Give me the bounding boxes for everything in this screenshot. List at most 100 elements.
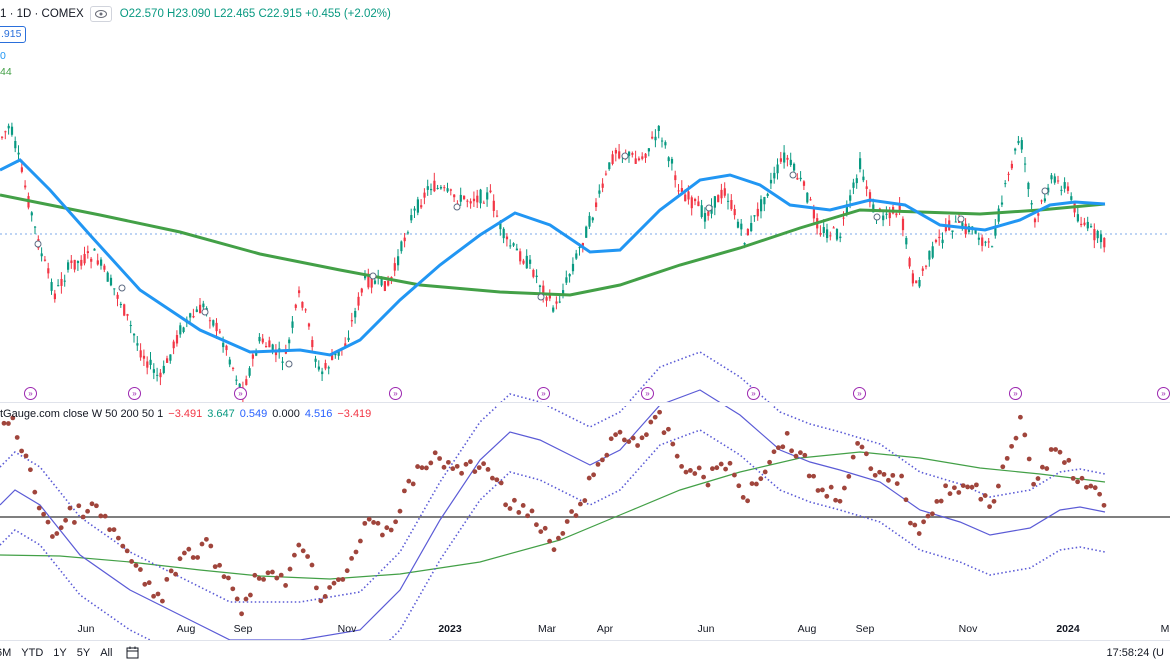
indicator-dot <box>437 456 442 461</box>
candle-body <box>364 274 367 279</box>
dividend-event-icon[interactable]: » <box>389 387 402 400</box>
candle-body <box>166 358 169 363</box>
range-6m-button[interactable]: 6M <box>0 646 12 659</box>
dividend-event-icon[interactable]: » <box>537 387 550 400</box>
candle-body <box>400 241 403 252</box>
candle-body <box>314 358 317 362</box>
indicator-dot <box>1070 475 1076 481</box>
symbol-title[interactable]: 1 · 1D · COMEX <box>0 8 84 20</box>
indicator-ma50-line <box>0 389 1106 640</box>
candle-body <box>129 325 132 327</box>
indicator-dot <box>1026 456 1032 462</box>
indicator-dot <box>556 535 561 541</box>
dividend-event-icon[interactable]: » <box>234 387 247 400</box>
indicator-dot <box>10 415 16 421</box>
indicator-dot <box>864 451 869 457</box>
indicator-dot <box>1092 485 1098 491</box>
candle-body <box>670 158 674 164</box>
candle-body <box>218 331 221 333</box>
candle-body <box>146 361 149 368</box>
range-5y-button[interactable]: 5Y <box>76 646 91 659</box>
candle-body <box>24 185 27 188</box>
candle-body <box>350 320 353 322</box>
indicator-dot <box>182 550 187 556</box>
dividend-event-icon[interactable]: » <box>1157 387 1170 400</box>
candle-body <box>1086 221 1089 229</box>
candle-body <box>769 179 773 184</box>
chart-canvas[interactable] <box>0 0 1170 640</box>
indicator-dot <box>195 555 201 560</box>
candle-body <box>548 293 551 299</box>
indicator-dot <box>362 520 368 526</box>
candle-body <box>763 197 766 205</box>
dividend-event-icon[interactable]: » <box>747 387 760 400</box>
dividend-event-icon[interactable]: » <box>128 387 141 400</box>
indicator-dot <box>155 591 161 597</box>
candle-body <box>486 192 489 200</box>
candle-body <box>997 208 1000 222</box>
candle-body <box>1090 226 1093 228</box>
indicator-dot <box>1048 447 1054 452</box>
calendar-icon[interactable] <box>126 646 139 659</box>
candle-body <box>512 243 515 246</box>
candle-body <box>562 290 565 295</box>
candle-body <box>235 379 238 381</box>
indicator-dot <box>648 419 654 425</box>
candle-body <box>301 301 304 308</box>
indicator-name[interactable]: tGauge.com close W 50 200 50 1 <box>0 408 164 420</box>
candle-body <box>888 212 891 219</box>
eye-icon[interactable] <box>89 6 112 22</box>
indicator-dot <box>564 519 570 524</box>
indicator-dot <box>107 527 112 533</box>
indicator-dot <box>208 543 214 549</box>
event-dot <box>201 308 209 316</box>
range-all-button[interactable]: All <box>100 646 113 659</box>
candle-body <box>535 275 538 278</box>
indicator-dot <box>160 598 165 604</box>
indicator-dot <box>701 474 706 480</box>
indicator-dot <box>1053 447 1058 452</box>
dividend-event-icon[interactable]: » <box>1009 387 1022 400</box>
candle-body <box>608 162 611 170</box>
indicator-dot <box>76 503 82 509</box>
indicator-dot <box>586 475 592 481</box>
candle-body <box>100 259 103 266</box>
candle-body <box>921 268 924 271</box>
indicator-dot <box>490 475 495 481</box>
indicator-dot <box>199 541 205 547</box>
candle-body <box>17 152 20 155</box>
indicator-dot <box>454 463 460 469</box>
dividend-event-icon[interactable]: » <box>853 387 866 400</box>
ma200-line <box>0 193 1106 297</box>
candle-body <box>538 285 542 287</box>
candle-body <box>212 320 215 326</box>
indicator-dot <box>608 436 614 442</box>
dividend-event-icon[interactable]: » <box>24 387 37 400</box>
candle-body <box>773 172 776 179</box>
indicator-upper-band <box>0 351 1106 603</box>
indicator-dot <box>802 452 808 458</box>
indicator-dot <box>89 501 95 507</box>
pane-separator[interactable] <box>0 402 1170 403</box>
indicator-dot <box>877 469 882 475</box>
candle-body <box>1099 234 1103 243</box>
dividend-event-icon[interactable]: » <box>641 387 654 400</box>
indicator-ma200-line <box>0 451 1106 580</box>
indicator-dot <box>129 559 135 564</box>
indicator-dot <box>925 513 931 519</box>
indicator-dots <box>1 409 1107 617</box>
candle-body <box>1030 203 1033 205</box>
candle-body <box>463 195 466 200</box>
indicator-dot <box>164 576 170 582</box>
candle-body <box>918 279 921 287</box>
indicator-dot <box>1044 466 1050 471</box>
candle-body <box>601 183 604 188</box>
axis-label: Nov <box>958 623 978 635</box>
event-dot <box>957 215 965 223</box>
event-dot <box>285 360 293 368</box>
ma50-value: 0 <box>0 50 6 62</box>
range-1y-button[interactable]: 1Y <box>53 646 67 659</box>
indicator-dot <box>375 520 381 526</box>
range-ytd-button[interactable]: YTD <box>21 646 44 659</box>
clock-display[interactable]: 17:58:24 (U <box>1106 646 1164 659</box>
